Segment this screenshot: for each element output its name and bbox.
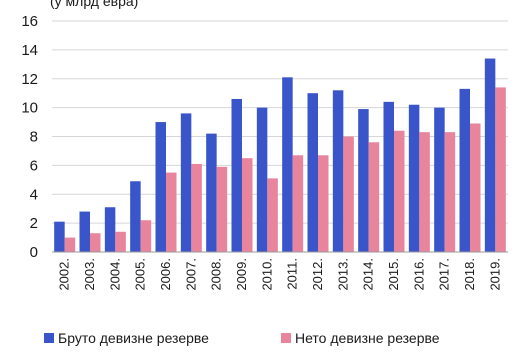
bar-gross xyxy=(307,93,318,252)
bar-net xyxy=(292,155,304,252)
x-tick-label: 2007. xyxy=(183,258,198,291)
x-tick-label: 2013. xyxy=(335,258,350,291)
y-tick-label: 14 xyxy=(21,42,38,59)
bars xyxy=(54,58,506,253)
y-tick-label: 2 xyxy=(30,215,38,232)
bar-net xyxy=(64,237,76,252)
bar-gross xyxy=(282,77,293,253)
x-tick-label: 2014. xyxy=(361,258,376,291)
y-tick-label: 12 xyxy=(21,71,38,88)
y-axis: 0 2 4 6 8 10 12 14 16 xyxy=(21,13,38,261)
bar-net xyxy=(444,132,456,252)
bar-net xyxy=(368,142,380,252)
bar-net xyxy=(140,220,152,252)
bar-net xyxy=(216,166,228,252)
bar-net xyxy=(343,136,354,252)
bar-net xyxy=(318,155,329,252)
bar-net xyxy=(90,233,101,252)
bar-gross xyxy=(434,107,445,252)
bar-gross xyxy=(459,88,470,252)
y-tick-label: 10 xyxy=(21,100,38,117)
bar-net xyxy=(470,123,481,252)
bar-gross xyxy=(408,104,420,252)
bar-gross xyxy=(484,58,496,252)
bar-gross xyxy=(104,207,116,252)
x-tick-label: 2011. xyxy=(285,258,300,290)
x-tick-label: 2017. xyxy=(437,258,452,291)
y-tick-label: 6 xyxy=(30,157,38,174)
legend-label-gross: Бруто девизне резерве xyxy=(58,330,209,346)
x-tick-label: 2009. xyxy=(234,258,249,291)
y-tick-label: 0 xyxy=(30,244,38,261)
bar-net xyxy=(191,163,202,252)
x-tick-label: 2003. xyxy=(82,258,97,291)
x-axis: 2002. 2003. 2004. 2005. 2006. 2007. 2008. 2009.… xyxy=(52,251,508,291)
bar-net xyxy=(166,172,177,252)
legend: Бруто девизне резерве Нето девизне резер… xyxy=(44,330,440,346)
bar-net xyxy=(495,87,506,252)
gridlines xyxy=(52,20,508,224)
bar-net xyxy=(419,132,430,252)
bar-gross xyxy=(383,101,394,252)
bar-net xyxy=(115,231,126,252)
x-tick-label: 2005. xyxy=(133,258,148,291)
legend-swatch-net xyxy=(281,333,291,343)
bar-gross xyxy=(231,98,242,253)
x-tick-label: 2019. xyxy=(487,258,502,291)
x-tick-label: 2002. xyxy=(57,258,72,291)
x-tick-label: 2006. xyxy=(158,258,173,291)
x-tick-label: 2012. xyxy=(310,258,325,291)
y-tick-label: 4 xyxy=(30,186,38,203)
x-tick-label: 2008. xyxy=(209,258,224,291)
x-tick-label: 2004. xyxy=(107,258,122,291)
chart-title-fragment: (у млрд евра) xyxy=(50,0,138,9)
bar-gross xyxy=(332,90,344,252)
bar-gross xyxy=(130,181,141,252)
bar-net xyxy=(242,158,253,252)
legend-label-net: Нето девизне резерве xyxy=(295,330,440,346)
bar-gross xyxy=(79,211,90,252)
y-tick-label: 8 xyxy=(30,129,38,146)
bar-net xyxy=(267,178,278,252)
x-tick-label: 2015. xyxy=(386,258,401,291)
bar-net xyxy=(394,130,405,252)
x-tick-label: 2010. xyxy=(259,258,274,291)
bar-gross xyxy=(180,113,192,253)
bar-gross xyxy=(206,133,217,252)
legend-swatch-gross xyxy=(44,333,54,343)
x-tick-label: 2018. xyxy=(462,258,477,291)
x-tick-label: 2016. xyxy=(411,258,426,291)
bar-gross xyxy=(54,221,65,252)
y-tick-label: 16 xyxy=(21,13,38,30)
bar-gross xyxy=(358,109,369,252)
bar-gross xyxy=(155,122,166,252)
bar-gross xyxy=(256,107,268,252)
